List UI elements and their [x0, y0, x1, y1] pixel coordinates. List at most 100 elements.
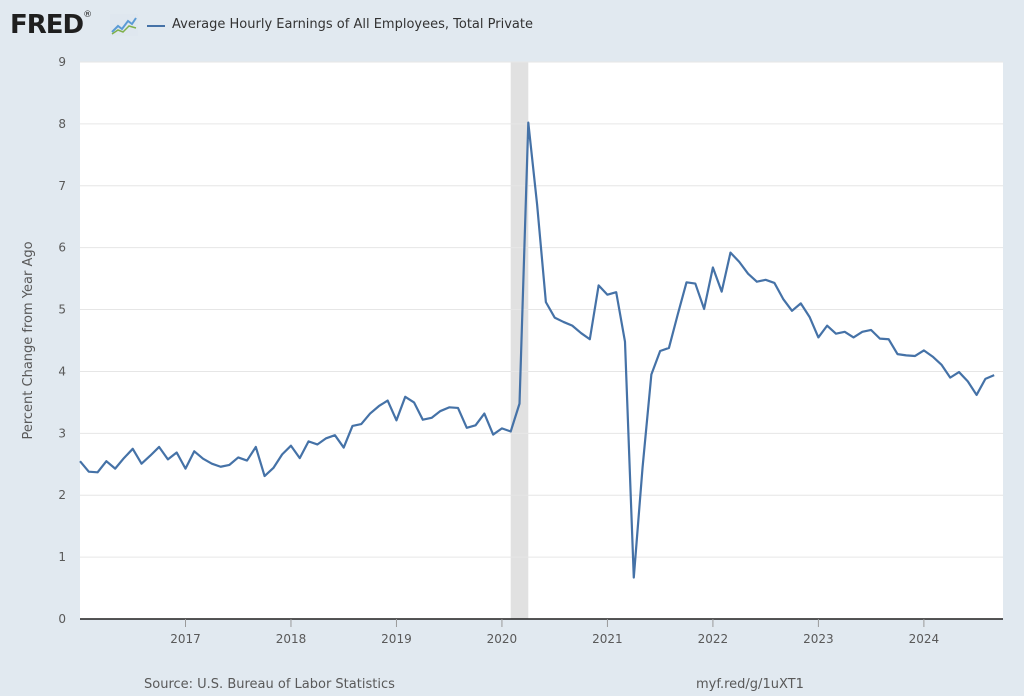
- data-point: [702, 306, 707, 311]
- data-point: [324, 436, 329, 441]
- y-tick-label: 4: [58, 364, 66, 378]
- data-point: [385, 398, 390, 403]
- data-point: [825, 323, 830, 328]
- data-point: [341, 445, 346, 450]
- data-point: [473, 423, 478, 428]
- data-point: [790, 308, 795, 313]
- data-point: [992, 373, 997, 378]
- x-tick-label: 2023: [803, 632, 834, 646]
- short-link[interactable]: myf.red/g/1uXT1: [696, 677, 804, 692]
- data-point: [157, 444, 162, 449]
- data-point: [877, 336, 882, 341]
- line-chart: 0 1 2 3 4 5 6 7 8 9 2017 2018 2019 2020 2021 2022 2023 20…: [21, 55, 1003, 646]
- data-point: [596, 283, 601, 288]
- data-point: [631, 575, 636, 580]
- data-point: [965, 379, 970, 384]
- data-point: [719, 289, 724, 294]
- x-tick-label: 2024: [909, 632, 940, 646]
- data-point: [605, 292, 610, 297]
- data-point: [297, 456, 302, 461]
- data-point: [271, 465, 276, 470]
- x-tick-label: 2017: [170, 632, 201, 646]
- data-point: [895, 352, 900, 357]
- y-tick-label: 5: [58, 303, 66, 317]
- data-point: [192, 449, 197, 454]
- data-point: [95, 470, 100, 475]
- data-point: [860, 329, 865, 334]
- data-point: [350, 423, 355, 428]
- data-point: [552, 315, 557, 320]
- data-point: [121, 456, 126, 461]
- data-point: [842, 329, 847, 334]
- data-point: [174, 450, 179, 455]
- data-point: [394, 418, 399, 423]
- data-point: [781, 297, 786, 302]
- data-point: [130, 446, 135, 451]
- data-point: [139, 461, 144, 466]
- x-tick-label: 2020: [487, 632, 518, 646]
- x-tick-label: 2022: [698, 632, 729, 646]
- fred-logo[interactable]: FRED®: [10, 10, 92, 40]
- data-point: [869, 327, 874, 332]
- data-point: [464, 425, 469, 430]
- data-point: [816, 335, 821, 340]
- data-point: [491, 432, 496, 437]
- data-point: [543, 300, 548, 305]
- data-point: [201, 456, 206, 461]
- data-point: [737, 259, 742, 264]
- data-point: [438, 409, 443, 414]
- legend-swatch: [147, 25, 165, 27]
- data-point: [684, 280, 689, 285]
- data-point: [104, 459, 109, 464]
- data-point: [253, 444, 258, 449]
- data-point: [851, 335, 856, 340]
- x-tick-label: 2019: [381, 632, 412, 646]
- data-point: [535, 202, 540, 207]
- data-point: [86, 469, 91, 474]
- data-point: [570, 323, 575, 328]
- data-point: [649, 372, 654, 377]
- fred-logo-chart-icon: [110, 14, 138, 36]
- y-tick-label: 2: [58, 488, 66, 502]
- data-point: [148, 453, 153, 458]
- data-point: [227, 462, 232, 467]
- data-point: [939, 362, 944, 367]
- data-point: [183, 466, 188, 471]
- chart-footer: Source: U.S. Bureau of Labor Statistics …: [0, 673, 1024, 696]
- data-point: [280, 452, 285, 457]
- chart-header: FRED® Average Hourly Earnings of All Emp…: [0, 0, 1024, 52]
- data-point: [807, 314, 812, 319]
- data-point: [113, 466, 118, 471]
- data-point: [913, 353, 918, 358]
- data-point: [561, 319, 566, 324]
- data-point: [798, 301, 803, 306]
- data-point: [236, 455, 241, 460]
- data-point: [693, 281, 698, 286]
- data-point: [614, 290, 619, 295]
- data-point: [587, 337, 592, 342]
- data-point: [315, 442, 320, 447]
- data-point: [886, 337, 891, 342]
- data-point: [983, 376, 988, 381]
- legend-series-title[interactable]: Average Hourly Earnings of All Employees…: [172, 17, 533, 32]
- data-point: [78, 459, 83, 464]
- y-tick-label: 0: [58, 612, 66, 626]
- data-point: [455, 405, 460, 410]
- data-point: [245, 458, 250, 463]
- data-point: [930, 354, 935, 359]
- y-tick-label: 8: [58, 117, 66, 131]
- data-point: [579, 331, 584, 336]
- data-point: [447, 405, 452, 410]
- plot-area: [80, 62, 1003, 619]
- data-point: [675, 312, 680, 317]
- source-note: Source: U.S. Bureau of Labor Statistics: [144, 677, 395, 692]
- data-point: [754, 279, 759, 284]
- data-point: [288, 443, 293, 448]
- data-point: [921, 348, 926, 353]
- data-point: [332, 433, 337, 438]
- data-point: [403, 394, 408, 399]
- data-point: [376, 404, 381, 409]
- data-point: [429, 415, 434, 420]
- data-point: [746, 271, 751, 276]
- data-point: [499, 426, 504, 431]
